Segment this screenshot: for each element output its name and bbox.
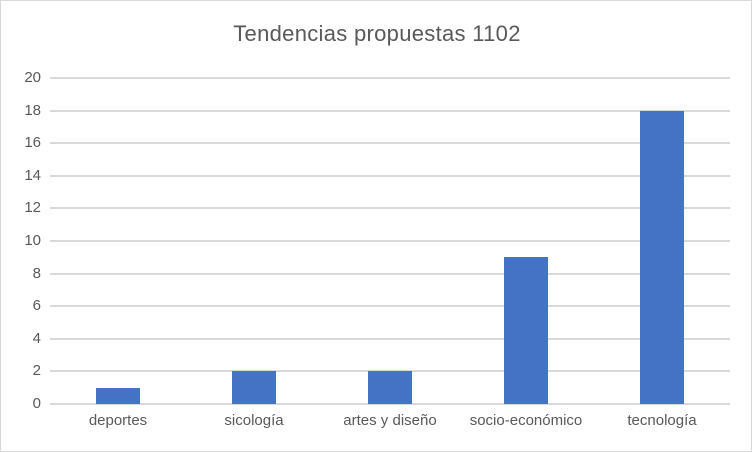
y-axis-tick-label: 6 [32, 297, 41, 315]
bar-deportes[interactable] [96, 387, 140, 404]
x-axis-tick-label: socio-económico [469, 412, 583, 429]
y-axis-tick-label: 16 [24, 134, 41, 152]
x-axis-tick-label: sicología [224, 412, 284, 429]
gridline [50, 142, 730, 145]
chart-title: Tendencias propuestas 1102 [233, 21, 521, 46]
y-axis-tick-label: 2 [32, 362, 41, 380]
y-axis-tick-label: 4 [32, 329, 41, 347]
y-axis-tick-label: 20 [24, 69, 41, 86]
bar-artes-y-diseno[interactable] [368, 371, 412, 404]
gridline [50, 109, 730, 112]
x-axis-tick-label: artes y diseño [343, 412, 437, 429]
bar-tecnologia[interactable] [640, 110, 684, 404]
gridline [50, 305, 730, 308]
y-axis-tick-label: 10 [24, 232, 41, 249]
bar-socio-economico[interactable] [504, 257, 548, 404]
y-axis-tick-label: 12 [24, 199, 41, 217]
x-axis-tick-label: tecnología [627, 412, 697, 429]
x-axis-tick-label: deportes [88, 412, 148, 429]
bar-sicologia[interactable] [232, 371, 276, 404]
gridline [50, 272, 730, 275]
y-axis-tick-label: 18 [24, 101, 41, 119]
gridline [50, 174, 730, 177]
y-axis-tick-label: 14 [24, 166, 41, 184]
gridline [50, 207, 730, 210]
x-axis-line [50, 403, 730, 405]
gridline [50, 77, 730, 79]
gridline [50, 337, 730, 340]
y-axis-tick-label: 8 [32, 264, 41, 282]
gridline [50, 240, 730, 242]
y-axis-tick-label: 0 [32, 395, 41, 412]
